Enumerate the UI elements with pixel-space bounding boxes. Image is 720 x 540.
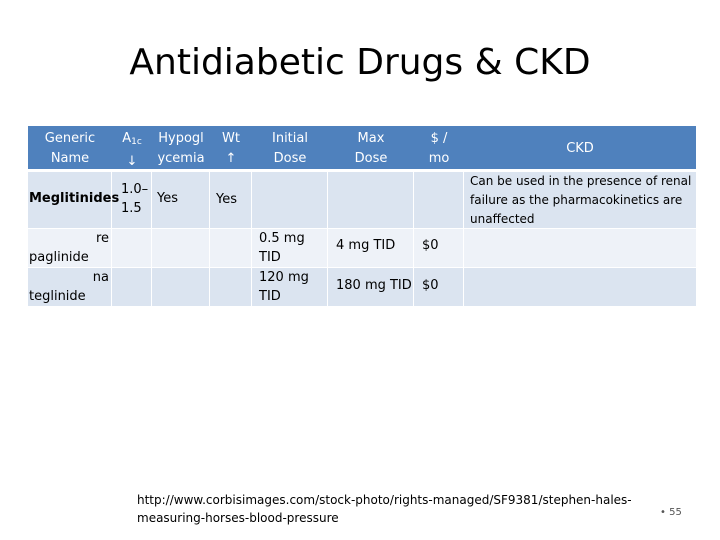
column-divider	[251, 172, 252, 306]
column-divider	[327, 172, 328, 306]
meglitinides-weight: Yes	[216, 192, 237, 207]
header-initial-dose-label: Initial Dose	[272, 131, 308, 166]
nateglinide-name-line2: teglinide	[29, 289, 86, 304]
meglitinides-a1c-line1: 1.0–	[121, 182, 149, 197]
meglitinides-a1c: 1.0– 1.5	[121, 180, 148, 218]
header-hypoglycemia: Hypogl ycemia	[152, 126, 210, 172]
repaglinide-max-dose: 4 mg TID	[336, 238, 396, 253]
header-cost: $ / mo	[414, 126, 464, 172]
header-weight: Wt ↑	[210, 126, 252, 172]
header-generic-name: Generic Name	[28, 126, 112, 172]
header-a1c: A1c ↓	[112, 126, 152, 172]
meglitinides-ckd: Can be used in the presence of renal fai…	[470, 174, 692, 226]
header-hypoglycemia-line1: Hypogl	[158, 131, 204, 146]
repaglinide-initial-dose: 0.5 mg TID	[259, 231, 305, 265]
header-generic-name-label: Generic Name	[44, 131, 96, 166]
header-ckd: CKD	[464, 126, 696, 172]
column-divider	[151, 172, 152, 306]
meglitinides-a1c-line2: 1.5	[121, 201, 142, 216]
nateglinide-name: na teglinide	[29, 268, 109, 306]
column-divider	[209, 172, 210, 306]
nateglinide-cost: $0	[422, 278, 439, 293]
nateglinide-name-line1: na	[92, 270, 109, 285]
header-initial-dose: Initial Dose	[252, 126, 328, 172]
header-a1c-prefix: A	[122, 131, 132, 146]
nateglinide-max-dose: 180 mg TID	[336, 278, 412, 293]
slide-number: • 55	[660, 507, 682, 518]
meglitinides-hypoglycemia: Yes	[157, 191, 178, 206]
repaglinide-cost: $0	[422, 238, 439, 253]
row-repaglinide-background	[28, 229, 696, 267]
header-weight-line1: Wt	[222, 131, 240, 146]
repaglinide-name-line1: re	[95, 231, 109, 246]
repaglinide-name: re paglinide	[29, 229, 109, 267]
down-arrow-icon: ↓	[126, 154, 138, 169]
header-cost-line2: mo	[428, 151, 450, 166]
header-ckd-label: CKD	[566, 141, 594, 156]
header-cost-line1: $ /	[430, 131, 448, 146]
row-divider	[28, 267, 696, 268]
header-max-dose: Max Dose	[328, 126, 414, 172]
source-url[interactable]: http://www.corbisimages.com/stock-photo/…	[137, 493, 632, 525]
column-divider	[463, 172, 464, 306]
row-nateglinide-background	[28, 268, 696, 306]
header-a1c-subscript: 1c	[131, 137, 142, 147]
column-divider	[413, 172, 414, 306]
column-divider	[111, 172, 112, 306]
row-divider	[28, 228, 696, 229]
up-arrow-icon: ↑	[225, 151, 237, 166]
meglitinides-name: Meglitinides	[29, 191, 120, 206]
header-max-dose-label: Max Dose	[354, 131, 388, 166]
slide-title: Antidiabetic Drugs & CKD	[129, 42, 591, 83]
row-meglitinides-background	[28, 172, 696, 228]
repaglinide-name-line2: paglinide	[29, 250, 89, 265]
header-hypoglycemia-line2: ycemia	[157, 151, 205, 166]
nateglinide-initial-dose: 120 mg TID	[259, 270, 309, 304]
header-a1c-label: A1c	[112, 129, 152, 152]
